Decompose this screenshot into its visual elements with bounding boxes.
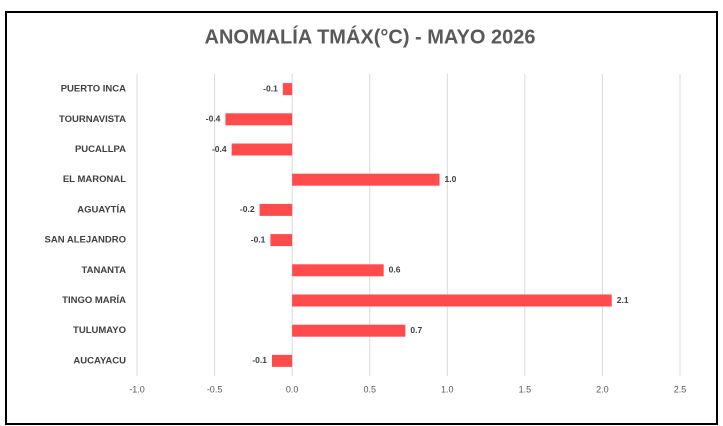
data-label: -0.4 xyxy=(206,114,221,124)
data-label: 0.7 xyxy=(410,325,422,335)
y-tick-label: TANANTA xyxy=(82,265,127,276)
y-tick-label: AUCAYACU xyxy=(73,355,126,366)
x-tick-label: 2.0 xyxy=(596,384,609,394)
x-tick-label: 2.5 xyxy=(674,384,687,394)
data-label: 2.1 xyxy=(617,295,629,305)
x-tick-label: -1.0 xyxy=(129,384,145,394)
y-tick-label: PUCALLPA xyxy=(75,144,126,155)
bar xyxy=(271,354,293,367)
data-label: -0.2 xyxy=(240,204,255,214)
x-tick-label: -0.5 xyxy=(207,384,223,394)
bar xyxy=(282,83,293,96)
data-label: 1.0 xyxy=(445,174,457,184)
y-tick-label: EL MARONAL xyxy=(63,174,126,185)
data-label: -0.1 xyxy=(263,83,278,93)
y-tick-label: SAN ALEJANDRO xyxy=(45,235,126,246)
y-tick-label: TOURNAVISTA xyxy=(59,114,126,125)
chart-frame xyxy=(5,11,718,425)
chart-title: ANOMALÍA TMÁX(°C) - MAYO 2026 xyxy=(205,25,536,48)
data-label: 0.6 xyxy=(389,265,401,275)
y-tick-label: TULUMAYO xyxy=(73,325,126,336)
bar xyxy=(225,113,293,126)
x-tick-label: 0.0 xyxy=(286,384,299,394)
bar xyxy=(292,324,406,337)
y-tick-label: PUERTO INCA xyxy=(61,84,126,95)
x-tick-label: 1.0 xyxy=(441,384,454,394)
bar xyxy=(292,294,612,307)
bar xyxy=(259,203,293,216)
bar xyxy=(292,264,384,277)
x-tick-label: 1.5 xyxy=(519,384,532,394)
data-label: -0.4 xyxy=(212,144,227,154)
y-tick-label: TINGO MARÍA xyxy=(62,295,126,306)
data-label: -0.1 xyxy=(252,355,267,365)
data-label: -0.1 xyxy=(251,234,266,244)
bar xyxy=(231,143,293,156)
y-tick-label: AGUAYTÍA xyxy=(77,204,126,215)
x-tick-label: 0.5 xyxy=(363,384,376,394)
bar xyxy=(270,234,293,247)
bar xyxy=(292,173,440,186)
